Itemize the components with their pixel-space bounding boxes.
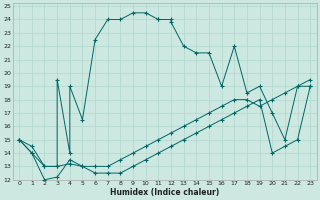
X-axis label: Humidex (Indice chaleur): Humidex (Indice chaleur): [110, 188, 219, 197]
